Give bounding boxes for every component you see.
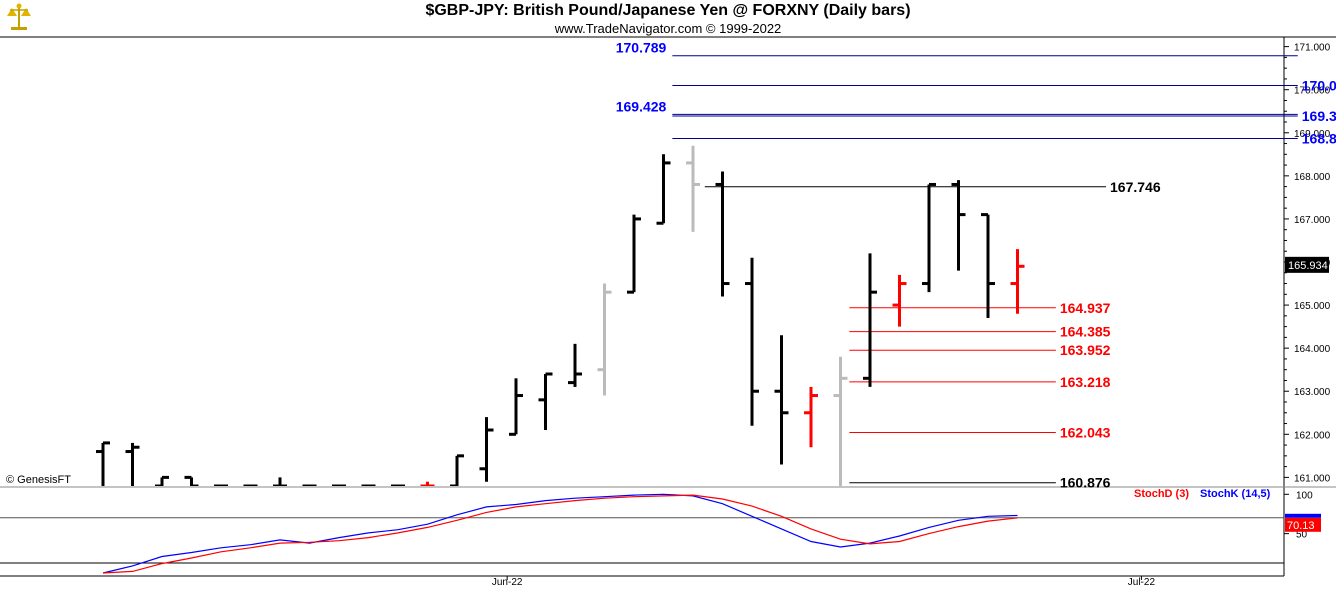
chart-subtitle: www.TradeNavigator.com © 1999-2022 (554, 21, 782, 36)
last-price-badge (1285, 256, 1329, 273)
stoch-series-line (102, 493, 1018, 574)
legend-stoch-d: StochD (3) (1134, 488, 1189, 500)
trade-navigator-logo-icon (4, 2, 34, 32)
x-tick-label: Jun-22 (492, 577, 523, 588)
level-label: 164.385 (1060, 324, 1111, 340)
level-label: 170.789 (616, 40, 667, 56)
stoch-y-tick-label: 50 (1296, 530, 1308, 541)
level-label: 163.218 (1060, 374, 1111, 390)
y-tick-label: 162.000 (1294, 430, 1331, 441)
stoch-y-tick-label: 100 (1296, 490, 1313, 501)
level-label: 167.746 (1110, 179, 1161, 195)
level-label: 162.043 (1060, 424, 1111, 440)
level-label: 163.952 (1060, 342, 1111, 358)
y-tick-label: 167.000 (1294, 215, 1331, 226)
chart-title: $GBP-JPY: British Pound/Japanese Yen @ F… (425, 2, 911, 19)
copyright-label: © GenesisFT (6, 474, 71, 486)
level-label: 170.097 (1302, 78, 1336, 94)
stoch-series-line (102, 494, 1018, 574)
stoch-current-badge (1285, 517, 1321, 532)
stoch-current-label: 70.13 (1287, 520, 1315, 532)
y-tick-label: 164.000 (1294, 344, 1331, 355)
level-label: 164.937 (1060, 300, 1111, 316)
y-tick-label: 161.000 (1294, 473, 1331, 484)
y-tick-label: 165.000 (1294, 301, 1331, 312)
x-tick-label: Jul-22 (1128, 577, 1156, 588)
y-tick-label: 169.000 (1294, 129, 1331, 140)
price-bars (96, 145, 1025, 486)
y-tick-label: 171.000 (1294, 43, 1331, 54)
stoch-k-badge (1285, 513, 1321, 518)
level-label: 160.876 (1060, 475, 1111, 491)
level-label: 168.866 (1302, 131, 1336, 147)
level-label: 169.428 (616, 98, 667, 114)
last-price-label: 165.934 (1288, 260, 1328, 272)
y-tick-label: 163.000 (1294, 387, 1331, 398)
level-label: 169.388 (1302, 108, 1336, 124)
legend-stoch-k: StochK (14,5) (1200, 488, 1271, 500)
y-tick-label: 170.000 (1294, 86, 1331, 97)
y-tick-label: 168.000 (1294, 172, 1331, 183)
